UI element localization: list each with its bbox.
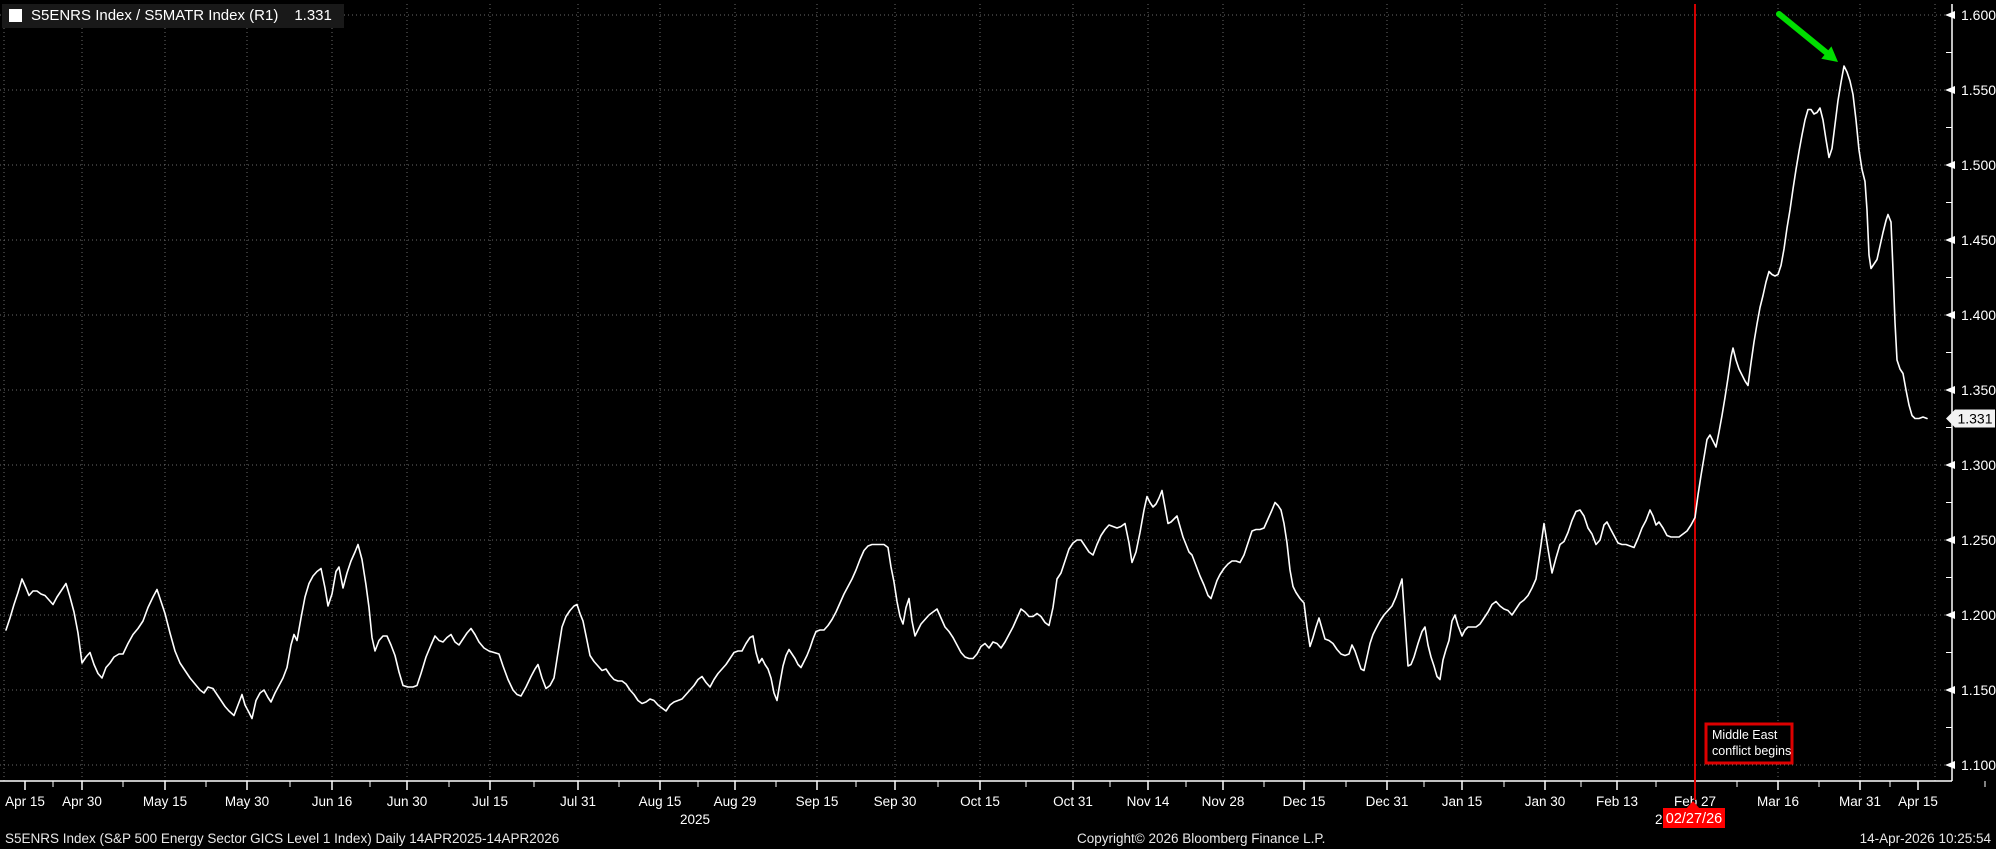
y-major-tick-arrow: [1945, 311, 1955, 319]
x-axis-labels: Apr 15 Apr 30 May 15 May 30 Jun 16 Jun 30 Jul …: [5, 794, 1938, 827]
y-tick-label: 1.550: [1961, 82, 1996, 98]
y-axis-ticks: 1.600 1.550 1.500 1.450 1.400 1.350 1.300 1.250…: [1945, 7, 1996, 773]
green-arrow-head-icon: [1821, 46, 1838, 62]
chart-description: S5ENRS Index (S&P 500 Energy Sector GICS…: [5, 831, 560, 846]
annotation-border: [1704, 722, 1794, 765]
x-tick-label: Dec 31: [1366, 794, 1409, 809]
y-tick-label: 1.600: [1961, 7, 1996, 23]
annotation-text: Middle East: [1712, 728, 1778, 742]
x-tick-label: Apr 30: [62, 794, 102, 809]
x-tick-label: Mar 31: [1839, 794, 1881, 809]
series-title: S5ENRS Index / S5MATR Index (R1): [31, 7, 279, 24]
y-major-tick-arrow: [1945, 386, 1955, 394]
x-tick-label: Oct 15: [960, 794, 1000, 809]
annotation-text: conflict begins: [1712, 744, 1791, 758]
x-tick-label: Mar 16: [1757, 794, 1799, 809]
event-caret-icon: [1686, 801, 1700, 809]
y-tick-label: 1.200: [1961, 607, 1996, 623]
y-tick-label: 1.150: [1961, 682, 1996, 698]
x-tick-label: Apr 15: [1898, 794, 1938, 809]
copyright-text: Copyright© 2026 Bloomberg Finance L.P.: [1077, 831, 1326, 846]
y-major-tick-arrow: [1945, 161, 1955, 169]
x-tick-label: Jul 15: [472, 794, 508, 809]
x-tick-label: Jun 30: [387, 794, 428, 809]
y-tick-label: 1.100: [1961, 757, 1996, 773]
y-tick-label: 1.250: [1961, 532, 1996, 548]
x-tick-label: Sep 30: [874, 794, 917, 809]
x-tick-label: May 30: [225, 794, 269, 809]
last-value-text: 1.331: [1957, 411, 1992, 427]
x-tick-label: Aug 29: [714, 794, 757, 809]
y-major-tick-arrow: [1945, 611, 1955, 619]
x-tick-label: Dec 15: [1283, 794, 1326, 809]
h-gridlines: [0, 14, 1952, 766]
x-tick-label: Feb 13: [1596, 794, 1638, 809]
y-major-tick-arrow: [1945, 536, 1955, 544]
series-last-value: 1.331: [294, 7, 332, 24]
x-axis-ticks: [24, 781, 1986, 790]
y-major-tick-arrow: [1945, 11, 1955, 19]
y-major-tick-arrow: [1945, 86, 1955, 94]
x-tick-label: Jun 16: [312, 794, 353, 809]
x-tick-label: Aug 15: [639, 794, 682, 809]
year-label: 2025: [680, 812, 710, 827]
y-tick-label: 1.500: [1961, 157, 1996, 173]
y-tick-label: 1.400: [1961, 307, 1996, 323]
x-tick-label: Apr 15: [5, 794, 45, 809]
x-tick-label: Nov 28: [1202, 794, 1245, 809]
y-major-tick-arrow: [1945, 236, 1955, 244]
x-tick-label: Jan 30: [1525, 794, 1566, 809]
y-major-tick-arrow: [1945, 761, 1955, 769]
x-tick-label: Nov 14: [1127, 794, 1170, 809]
x-tick-label: Sep 15: [796, 794, 839, 809]
x-tick-label: Jul 31: [560, 794, 596, 809]
y-tick-label: 1.300: [1961, 457, 1996, 473]
x-tick-label: Jan 15: [1442, 794, 1483, 809]
x-tick-label: Oct 31: [1053, 794, 1093, 809]
event-date-text: 02/27/26: [1666, 811, 1722, 827]
y-tick-label: 1.350: [1961, 382, 1996, 398]
green-arrow-icon: [1776, 11, 1830, 56]
last-value-bg: [1946, 409, 1995, 428]
legend-bar[interactable]: S5ENRS Index / S5MATR Index (R1) 1.331: [2, 4, 344, 28]
timestamp: 14-Apr-2026 10:25:54: [1859, 831, 1991, 846]
y-major-tick-arrow: [1945, 686, 1955, 694]
series-swatch-icon: [9, 9, 22, 22]
x-tick-label: May 15: [143, 794, 187, 809]
x-tick-label: Feb 27: [1674, 794, 1716, 809]
y-major-tick-arrow: [1945, 461, 1955, 469]
annotation-box[interactable]: Middle East conflict begins: [1704, 722, 1794, 765]
price-line: [5, 65, 1928, 720]
event-date-bg: [1663, 808, 1725, 828]
last-value-tag: 1.331: [1946, 409, 1995, 428]
event-date-label: 02/27/26: [1663, 808, 1725, 828]
v-gridlines: [3, 4, 1936, 781]
y-tick-label: 1.450: [1961, 232, 1996, 248]
